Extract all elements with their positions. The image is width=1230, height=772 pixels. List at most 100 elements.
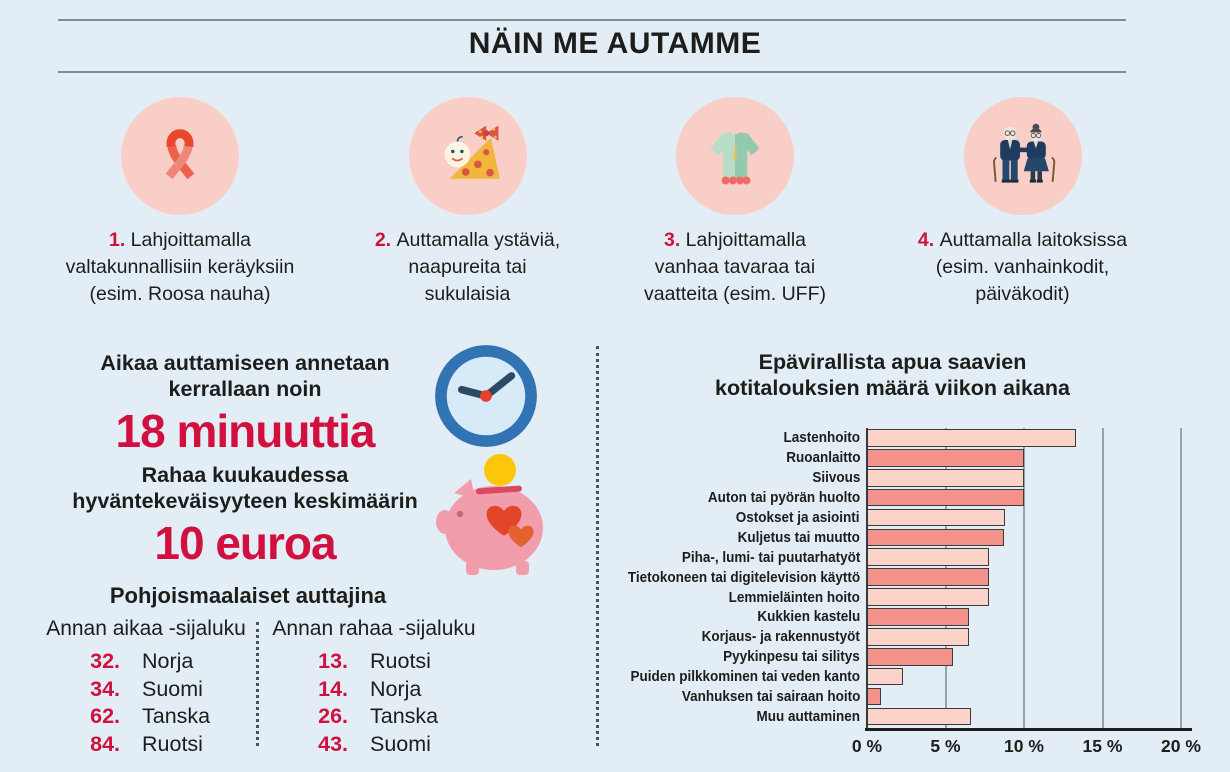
ranking-row: 26. Tanska — [268, 703, 480, 731]
ranking-country: Suomi — [142, 676, 203, 701]
chart-row: Muu auttaminen — [610, 706, 1181, 726]
chart-row: Ruoanlaitto — [610, 448, 1181, 468]
ranking-list-time: Annan aikaa -sijaluku 32. Norja 34. Suomi 62.… — [40, 617, 252, 758]
ribbon-icon — [121, 97, 239, 215]
ranking-row: 84. Ruotsi — [40, 731, 252, 759]
bar-category-label: Korjaus- ja rakennustyöt — [701, 628, 860, 646]
ranking-country: Norja — [142, 649, 194, 673]
ranking-row: 62. Tanska — [40, 703, 252, 731]
money-stat-block: Rahaa kuukaudessa hyväntekeväisyyteen ke… — [45, 462, 445, 570]
caption-line: (esim. vanhainkodit, — [935, 256, 1110, 278]
bar — [867, 429, 1076, 447]
caption-line: päiväkodit) — [975, 283, 1070, 305]
bar-track — [867, 588, 1181, 606]
ranking-row: 13. Ruotsi — [268, 648, 480, 676]
chart-grid-line — [1101, 428, 1104, 728]
help-method-caption: 1. Lahjoittamalla valtakunnallisiin keräy… — [35, 227, 325, 308]
time-stat-label: Aikaa auttamiseen annetaan kerrallaan no… — [45, 350, 445, 402]
chart-row: Kukkien kastelu — [610, 607, 1181, 627]
chart-title: Epävirallista apua saavien kotitalouksie… — [640, 349, 1145, 401]
bar-track — [867, 468, 1181, 487]
ranking-row: 34. Suomi — [40, 676, 252, 704]
bar-category-label: Puiden pilkkominen tai veden kanto — [630, 668, 860, 686]
chart-rows: Lastenhoito Ruoanlaitto Siivous Auton tai p… — [610, 428, 1181, 726]
x-tick-label: 20 % — [1161, 736, 1201, 756]
baby-icon — [408, 97, 527, 215]
bar-category-label: Piha-, lumi- tai puutarhatyöt — [681, 548, 860, 566]
bar-category-label: Lemmieläinten hoito — [728, 588, 860, 606]
chart-row: Lastenhoito — [610, 428, 1181, 448]
help-method-caption: 4. Auttamalla laitoksissa (esim. vanhaink… — [875, 227, 1170, 308]
method-number: 4. — [917, 229, 940, 251]
money-stat-label: Rahaa kuukaudessa hyväntekeväisyyteen ke… — [45, 462, 445, 514]
bar — [867, 468, 1024, 487]
bar — [867, 707, 971, 726]
help-method-caption: 3. Lahjoittamalla vanhaa tavaraa tai vaatt… — [600, 227, 870, 308]
bar — [867, 647, 954, 666]
ranking-row: 43. Suomi — [268, 731, 480, 759]
time-stat-value: 18 minuuttia — [115, 405, 376, 457]
ranking-country: Tanska — [370, 704, 439, 728]
elderly-couple-icon — [963, 97, 1082, 215]
bar — [867, 588, 990, 606]
ranking-list-money: Annan rahaa -sijaluku 13. Ruotsi 14. Norja 26… — [268, 617, 480, 758]
ranking-number: 43. — [318, 731, 348, 756]
help-method-2: 2. Auttamalla ystäviä, naapureita tai suku… — [325, 97, 610, 308]
caption-line: 3. Lahjoittamalla — [663, 229, 806, 251]
bar-category-label: Kukkien kastelu — [757, 608, 860, 626]
bar-track — [867, 528, 1181, 547]
chart-row: Puiden pilkkominen tai veden kanto — [610, 667, 1181, 687]
bar-track — [867, 608, 1181, 626]
bar-category-label: Pyykinpesu tai silitys — [723, 648, 860, 666]
ranking-list-title: Annan rahaa -sijaluku — [272, 617, 476, 640]
ranking-number: 14. — [318, 676, 348, 701]
money-stat-label-line2: hyväntekeväisyyteen keskimäärin — [72, 489, 418, 513]
caption-line: (esim. Roosa nauha) — [89, 283, 271, 305]
caption-line: naapureita tai — [408, 256, 527, 278]
bar — [867, 508, 1006, 527]
caption-line: 1. Lahjoittamalla — [108, 229, 251, 251]
time-stat-block: Aikaa auttamiseen annetaan kerrallaan no… — [45, 350, 445, 458]
rankings-title: Pohjoismaalaiset auttajina — [109, 583, 387, 608]
header-rule-top — [58, 19, 1126, 21]
bar-category-label: Vanhuksen tai sairaan hoito — [681, 688, 860, 706]
bar — [867, 608, 970, 626]
method-number: 1. — [108, 229, 131, 251]
ranking-number: 62. — [90, 704, 120, 728]
bar-track — [867, 628, 1181, 646]
bar-track — [867, 707, 1181, 726]
help-method-3: 3. Lahjoittamalla vanhaa tavaraa tai vaatt… — [600, 97, 870, 308]
bar-category-label: Lastenhoito — [783, 429, 861, 447]
ranking-country: Ruotsi — [142, 731, 203, 756]
money-stat-label-line1: Rahaa kuukaudessa — [141, 463, 349, 487]
bar-category-label: Ruoanlaitto — [785, 449, 860, 467]
bar-track — [867, 568, 1181, 586]
x-tick-label: 10 % — [1004, 736, 1044, 756]
bar-track — [867, 647, 1181, 666]
time-stat-label-line1: Aikaa auttamiseen annetaan — [100, 351, 390, 375]
chart-title-line1: Epävirallista apua saavien — [758, 350, 1027, 374]
ranking-country: Ruotsi — [370, 649, 431, 673]
bar-category-label: Muu auttaminen — [756, 707, 861, 725]
caption-line: valtakunnallisiin keräyksiin — [65, 256, 295, 278]
ranking-country: Norja — [370, 676, 422, 701]
bar-track — [867, 548, 1181, 567]
help-method-4: 4. Auttamalla laitoksissa (esim. vanhaink… — [875, 97, 1170, 308]
ranking-number: 26. — [318, 704, 348, 728]
bar-track — [867, 508, 1181, 527]
method-number: 3. — [663, 229, 686, 251]
bar-category-label: Kuljetus tai muutto — [737, 528, 860, 546]
bar — [867, 528, 1004, 547]
ranking-number: 84. — [90, 731, 120, 756]
help-method-caption: 2. Auttamalla ystäviä, naapureita tai suku… — [325, 227, 610, 308]
time-stat-label-line2: kerrallaan noin — [168, 377, 322, 401]
chart-row: Kuljetus tai muutto — [610, 527, 1181, 547]
bar-category-label: Ostokset ja asiointi — [736, 509, 860, 526]
chart-row: Ostokset ja asiointi — [610, 508, 1181, 528]
caption-line: vaatteita (esim. UFF) — [643, 283, 827, 305]
bar-chart: Lastenhoito Ruoanlaitto Siivous Auton tai p… — [610, 428, 1220, 730]
bar-category-label: Siivous — [811, 469, 860, 487]
chart-title-line2: kotitalouksien määrä viikon aikana — [715, 376, 1070, 400]
chart-x-axis — [865, 728, 1192, 731]
